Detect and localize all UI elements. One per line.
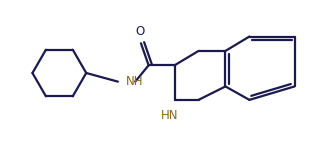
Text: O: O bbox=[135, 25, 145, 38]
Text: HN: HN bbox=[161, 110, 179, 122]
Text: NH: NH bbox=[126, 75, 143, 88]
